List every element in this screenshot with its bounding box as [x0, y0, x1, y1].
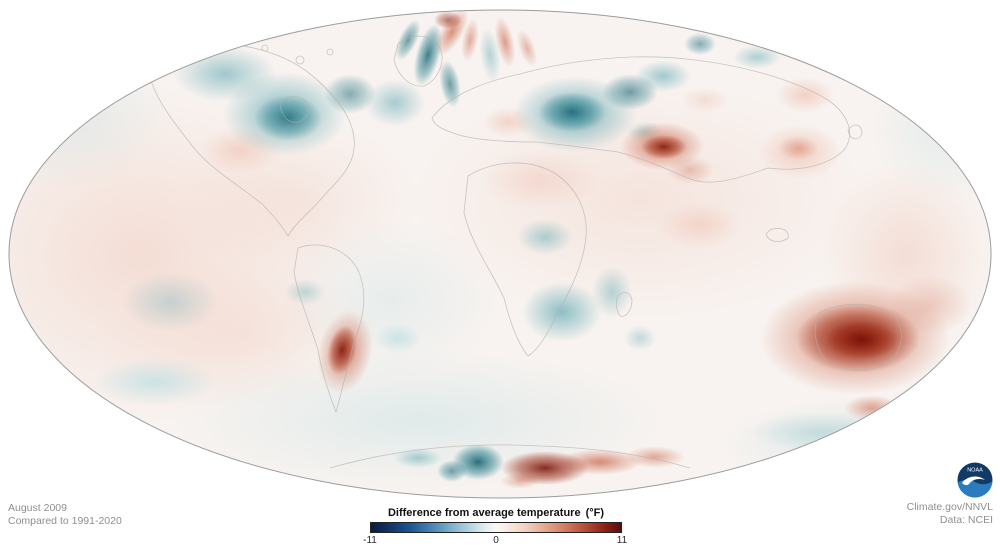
legend-colorbar — [370, 522, 622, 533]
date-caption: August 2009 Compared to 1991-2020 — [8, 502, 122, 527]
arctic-island-outline — [326, 48, 334, 56]
credit-source: Climate.gov/NNVL — [906, 501, 993, 513]
south-america-outline — [293, 244, 365, 414]
legend-tick-min: -11 — [363, 535, 377, 546]
continent-outlines — [147, 35, 911, 469]
warm-anomaly-blobs — [317, 10, 972, 489]
legend-unit: (°F) — [585, 507, 605, 519]
hudson-bay-outline — [280, 96, 309, 123]
noaa-logo-gull — [962, 476, 985, 486]
eurasia-outline — [431, 56, 851, 183]
credits: NOAA Climate.gov/NNVL Data: NCEI — [907, 462, 993, 526]
legend-tick-max: 11 — [616, 535, 628, 546]
baseline-label: Compared to 1991-2020 — [8, 514, 122, 527]
legend-tick-mid: 0 — [493, 535, 499, 546]
new-zealand-outline — [898, 394, 911, 408]
antarctica-outline — [329, 444, 691, 469]
legend-title-text: Difference from average temperature — [387, 507, 581, 519]
madagascar-outline — [615, 292, 633, 317]
noaa-logo-text: NOAA — [967, 468, 983, 474]
arctic-island-outline — [295, 55, 305, 65]
legend: Difference from average temperature (°F) … — [344, 507, 648, 547]
cool-anomaly-blobs — [93, 19, 890, 482]
indonesia-outline — [765, 228, 789, 242]
globe-outline — [8, 9, 992, 499]
africa-outline — [463, 162, 587, 357]
greenland-outline — [393, 35, 443, 87]
world-temperature-anomaly-map — [8, 9, 992, 499]
arctic-island-outline — [261, 44, 269, 52]
noaa-logo-icon: NOAA — [957, 462, 993, 498]
australia-outline — [814, 303, 902, 371]
legend-ticks: -11 0 11 — [363, 535, 627, 547]
date-label: August 2009 — [8, 502, 67, 514]
credit-data: Data: NCEI — [939, 513, 993, 526]
legend-title: Difference from average temperature (°F) — [344, 507, 648, 519]
north-america-outline — [147, 43, 355, 237]
japan-outline — [847, 124, 863, 140]
